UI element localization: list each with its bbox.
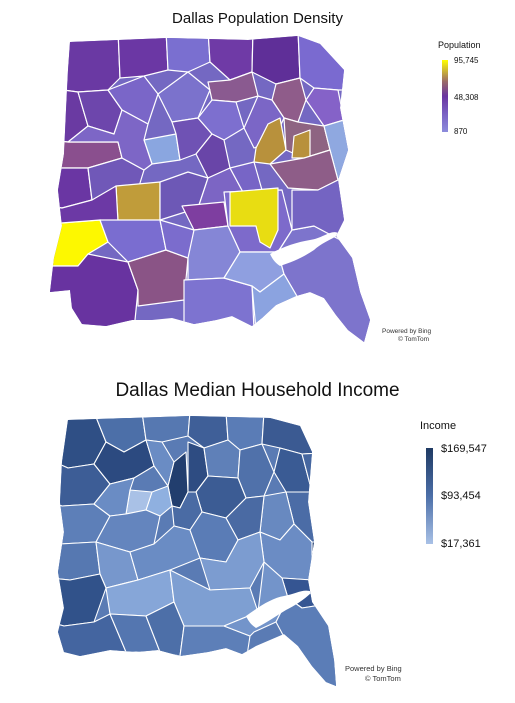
population-density-map-panel: Dallas Population Density bbox=[48, 10, 481, 350]
map-region[interactable] bbox=[183, 277, 255, 331]
map-region[interactable] bbox=[107, 75, 159, 125]
map-region[interactable] bbox=[141, 412, 191, 443]
income-legend-gradient bbox=[426, 448, 433, 544]
map-region[interactable] bbox=[203, 439, 241, 479]
population-legend-min: 870 bbox=[454, 127, 468, 136]
map-region[interactable] bbox=[93, 439, 155, 485]
map-region[interactable] bbox=[67, 109, 153, 171]
population-legend-gradient bbox=[442, 60, 448, 132]
income-legend-min: $17,361 bbox=[441, 538, 481, 550]
population-legend-mid: 48,308 bbox=[454, 93, 479, 102]
map-region[interactable] bbox=[297, 30, 373, 91]
income-legend-mid: $93,454 bbox=[441, 490, 481, 502]
income-legend-max: $169,547 bbox=[441, 443, 487, 455]
income-choropleth-map[interactable] bbox=[50, 412, 340, 692]
population-legend-title: Population bbox=[438, 40, 481, 50]
attribution-copyright: © TomTom bbox=[365, 674, 401, 683]
map-region[interactable] bbox=[50, 539, 101, 581]
attribution-powered-by: Powered by Bing bbox=[382, 328, 432, 335]
population-map-title: Dallas Population Density bbox=[172, 10, 343, 27]
population-legend-max: 95,745 bbox=[454, 56, 479, 65]
map-region[interactable] bbox=[229, 187, 279, 249]
map-region[interactable] bbox=[195, 133, 231, 179]
map-region[interactable] bbox=[129, 525, 201, 581]
income-map-title: Dallas Median Household Income bbox=[115, 380, 400, 401]
map-region[interactable] bbox=[157, 71, 211, 123]
attribution-powered-by: Powered by Bing bbox=[345, 664, 402, 673]
map-region[interactable] bbox=[165, 30, 211, 73]
map-region[interactable] bbox=[48, 253, 139, 331]
map-attribution: Powered by Bing © TomTom bbox=[382, 328, 431, 344]
map-region[interactable] bbox=[311, 541, 340, 583]
income-legend-title: Income bbox=[420, 420, 457, 432]
median-income-map-panel: Dallas Median Household Income bbox=[0, 372, 515, 703]
map-region[interactable] bbox=[251, 30, 301, 85]
map-attribution: Powered by Bing © TomTom bbox=[345, 664, 402, 684]
map-region[interactable] bbox=[117, 30, 169, 79]
map-region[interactable] bbox=[50, 573, 107, 627]
map-region[interactable] bbox=[48, 30, 121, 93]
attribution-copyright: © TomTom bbox=[398, 336, 430, 343]
map-region[interactable] bbox=[275, 597, 340, 692]
population-choropleth-map[interactable] bbox=[48, 30, 373, 350]
map-region[interactable] bbox=[115, 181, 161, 223]
